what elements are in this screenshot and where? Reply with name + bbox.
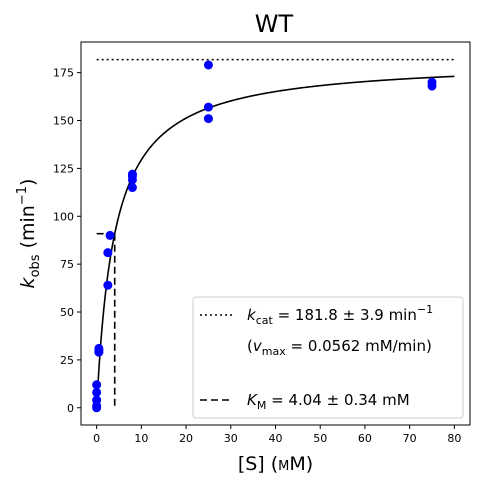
data-point [92,395,102,405]
y-tick-label: 175 [53,67,74,80]
data-point [203,114,213,124]
plot-area: 0 10 20 30 40 50 60 70 80 0 25 50 75 100 125 150 175 [53,41,471,445]
y-tick-label: 100 [53,210,74,223]
y-tick-label: 50 [60,306,74,319]
data-point [203,60,213,70]
legend-kcat-label: kcat = 181.8 ± 3.9 min−1 [247,303,433,327]
data-point [105,230,115,240]
x-tick-label: 10 [134,432,148,445]
y-tick-label: 25 [60,354,74,367]
data-point [127,169,137,179]
x-tick-label: 50 [313,432,327,445]
y-tick-label: 150 [53,115,74,128]
x-tick-label: 60 [358,432,372,445]
data-point [103,248,113,258]
plot-frame [80,41,471,426]
data-point [127,183,137,193]
x-axis: 0 10 20 30 40 50 60 70 80 [93,425,461,445]
x-tick-label: 70 [403,432,417,445]
data-points [92,60,437,413]
fit-curve [95,75,455,408]
x-tick-label: 40 [269,432,283,445]
x-tick-label: 80 [447,432,461,445]
y-axis-label: kobs (min−1) [15,179,43,289]
data-point [92,380,102,390]
x-axis-label: [S] (mM) [238,453,313,475]
x-tick-label: 30 [224,432,238,445]
legend-km-label: KM = 4.04 ± 0.34 mM [247,391,410,412]
data-point [203,102,213,112]
data-point [427,77,437,87]
legend: kcat = 181.8 ± 3.9 min−1 (vmax = 0.0562 … [192,296,464,419]
y-tick-label: 125 [53,162,74,175]
legend-vmax-label: (vmax = 0.0562 mM/min) [247,337,432,358]
chart-title: WT [255,10,294,38]
x-tick-label: 0 [93,432,100,445]
y-tick-label: 75 [60,258,74,271]
y-tick-label: 0 [67,402,74,415]
legend-box [192,296,464,419]
data-point [103,280,113,290]
x-tick-label: 20 [179,432,193,445]
data-point [94,343,104,353]
data-point [92,387,102,397]
y-axis: 0 25 50 75 100 125 150 175 [53,67,81,415]
